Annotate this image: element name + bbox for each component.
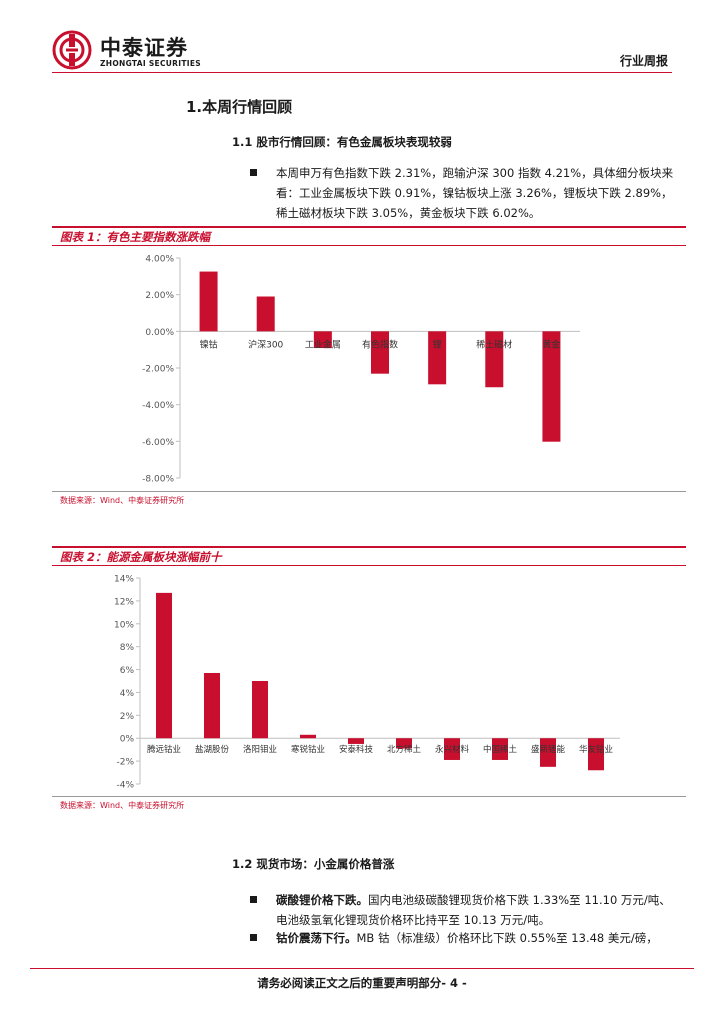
bar xyxy=(428,331,447,385)
bullet-text: 本周申万有色指数下跌 2.31%，跑输沪深 300 指数 4.21%，具体细分板… xyxy=(276,166,674,220)
bullet-text: 碳酸锂价格下跌。国内电池级碳酸锂现货价格下跌 1.33%至 11.10 万元/吨… xyxy=(276,890,676,930)
x-tick-label: 腾远钴业 xyxy=(147,744,181,755)
y-tick-label: 10% xyxy=(114,620,134,630)
y-tick-label: -2% xyxy=(116,758,134,768)
x-tick-label: 寒锐钴业 xyxy=(291,744,325,755)
figure1-bar-chart: 4.00% 2.00% 0.00% -2.00% -4.00% -6.00% -8.00% 镍… xyxy=(142,255,580,485)
bar xyxy=(348,738,364,744)
figure2-bar-chart: 14% 12% 10% 8% 6% 4% 2% 0% -2% -4% 腾远钴业 盐湖股份 洛阳钼业 寒锐钴… xyxy=(114,575,620,791)
y-tick-label: 6% xyxy=(120,666,135,676)
y-tick-label: 2.00% xyxy=(145,291,174,301)
x-tick-label: 黄金 xyxy=(542,338,560,350)
x-tick-label: 华友钴业 xyxy=(579,744,613,755)
figure2-title: 图表 2：能源金属板块涨幅前十 xyxy=(60,550,222,564)
report-type-label: 行业周报 xyxy=(619,54,668,68)
x-tick-label: 沪深300 xyxy=(248,338,283,350)
x-tick-label: 中国稀土 xyxy=(483,744,518,755)
y-tick-label: 8% xyxy=(120,643,135,653)
bar xyxy=(540,738,556,767)
bullet-body: MB 钴（标准级）价格环比下跌 0.55%至 13.48 美元/磅， xyxy=(356,931,658,945)
figure1-title: 图表 1：有色主要指数涨跌幅 xyxy=(60,230,211,244)
bar xyxy=(199,271,218,332)
x-tick-label: 盐湖股份 xyxy=(195,744,230,755)
x-tick-label: 盛新锂能 xyxy=(531,744,566,755)
x-tick-label: 安泰科技 xyxy=(339,744,374,755)
bar xyxy=(300,734,316,739)
y-tick-label: 12% xyxy=(114,597,134,607)
figure1-source: 数据来源：Wind、中泰证券研究所 xyxy=(60,496,185,505)
x-tick-label: 北方稀土 xyxy=(387,744,422,755)
logo-en-text: ZHONGTAI SECURITIES xyxy=(100,59,201,68)
figure2-bottom-rule xyxy=(52,796,686,797)
y-tick-label: 0.00% xyxy=(145,328,174,338)
subsection-title-stock-market: 1.1 股市行情回顾：有色金属板块表现较弱 xyxy=(232,135,452,149)
y-tick-label: -2.00% xyxy=(142,365,174,375)
x-tick-label: 永兴材料 xyxy=(435,744,470,755)
figure1-top-rule xyxy=(52,226,686,228)
header-divider xyxy=(52,72,672,73)
x-tick-label: 工业金属 xyxy=(305,338,341,350)
bar xyxy=(492,738,508,760)
bullet-lead: 钴价震荡下行。 xyxy=(276,931,357,945)
figure2-source: 数据来源：Wind、中泰证券研究所 xyxy=(60,801,185,810)
bar xyxy=(444,738,460,760)
bullet-body: 国内电池级碳酸锂现货价格下跌 1.33%至 11.10 万元/吨、电池级氢氧化锂… xyxy=(276,893,671,927)
y-tick-label: 0% xyxy=(120,735,135,745)
bar xyxy=(542,331,561,442)
bar xyxy=(156,592,172,739)
figure1-bottom-rule xyxy=(52,491,686,492)
x-tick-label: 有色指数 xyxy=(362,338,398,350)
x-tick-label: 锂 xyxy=(433,338,442,350)
y-tick-label: 4.00% xyxy=(145,255,174,265)
x-tick-label: 洛阳钼业 xyxy=(243,744,277,755)
figure2-title-rule xyxy=(52,565,686,566)
logo-cn-text: 中泰证券 xyxy=(100,36,188,60)
bar xyxy=(396,738,412,749)
footer-disclaimer: 请务必阅读正文之后的重要声明部分- 4 - xyxy=(257,976,467,990)
bar xyxy=(313,331,332,349)
section-title: 1.本周行情回顾 xyxy=(186,98,293,116)
y-tick-label: -4% xyxy=(116,781,134,791)
bar xyxy=(252,681,268,739)
bar xyxy=(371,331,389,374)
bar xyxy=(588,738,604,771)
bar xyxy=(256,296,275,332)
bullet-square-icon xyxy=(250,896,257,903)
figure2-top-rule xyxy=(52,546,686,548)
bullet-square-icon xyxy=(250,934,257,941)
x-tick-label: 稀土磁材 xyxy=(476,338,512,350)
company-logo: 中泰证券 ZHONGTAI SECURITIES xyxy=(52,30,222,72)
x-tick-label: 镍钴 xyxy=(200,338,218,350)
zhongtai-logo-icon xyxy=(52,30,92,70)
bar xyxy=(485,331,504,388)
y-tick-label: -4.00% xyxy=(142,401,174,411)
y-tick-label: -6.00% xyxy=(142,438,174,448)
figure1-title-rule xyxy=(52,245,686,246)
y-tick-label: -8.00% xyxy=(142,475,174,485)
bullet-lead: 碳酸锂价格下跌。 xyxy=(276,893,368,907)
y-tick-label: 4% xyxy=(120,689,135,699)
bar xyxy=(204,672,220,739)
bullet-text: 钴价震荡下行。MB 钴（标准级）价格环比下跌 0.55%至 13.48 美元/磅… xyxy=(276,928,676,948)
y-tick-label: 2% xyxy=(120,712,135,722)
bullet-square-icon xyxy=(250,169,257,176)
footer-divider xyxy=(30,968,694,969)
subsection-title-spot-market: 1.2 现货市场：小金属价格普涨 xyxy=(232,857,395,871)
y-tick-label: 14% xyxy=(114,575,134,585)
